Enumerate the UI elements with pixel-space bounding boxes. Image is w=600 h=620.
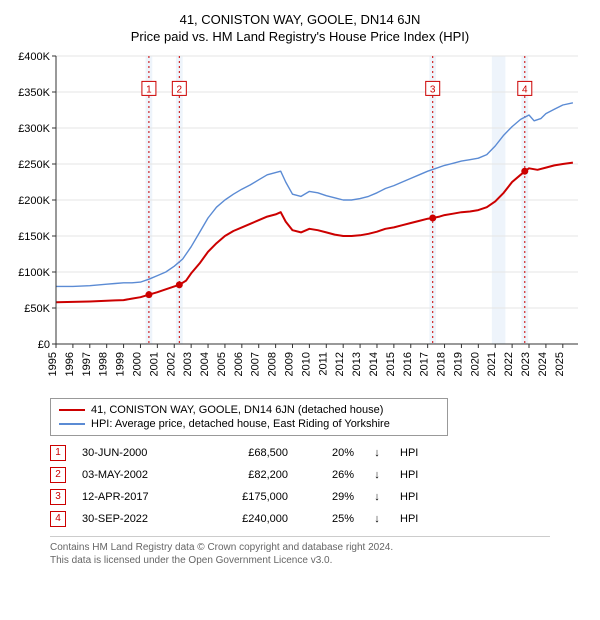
sale-marker: 4 bbox=[50, 511, 66, 527]
svg-text:2000: 2000 bbox=[131, 352, 143, 376]
svg-text:2006: 2006 bbox=[233, 352, 245, 376]
title-address: 41, CONISTON WAY, GOOLE, DN14 6JN bbox=[10, 12, 590, 27]
svg-text:1999: 1999 bbox=[115, 352, 127, 376]
sale-hpi-label: HPI bbox=[400, 513, 430, 525]
legend-label: HPI: Average price, detached house, East… bbox=[91, 418, 390, 430]
svg-text:2023: 2023 bbox=[520, 352, 532, 376]
chart-svg: £0 £50K £100K £150K £200K £250K £300K £350K £400… bbox=[10, 50, 590, 390]
sales-row: 2 03-MAY-2002 £82,200 26% ↓ HPI bbox=[50, 464, 590, 486]
svg-text:1997: 1997 bbox=[81, 352, 93, 376]
svg-text:2019: 2019 bbox=[452, 352, 464, 376]
legend-item: 41, CONISTON WAY, GOOLE, DN14 6JN (detac… bbox=[59, 403, 439, 417]
svg-text:2008: 2008 bbox=[267, 352, 279, 376]
sale-date: 30-SEP-2022 bbox=[82, 513, 192, 525]
sales-row: 3 12-APR-2017 £175,000 29% ↓ HPI bbox=[50, 486, 590, 508]
sale-pct: 20% bbox=[304, 447, 354, 459]
chart: £0 £50K £100K £150K £200K £250K £300K £350K £400… bbox=[10, 50, 590, 390]
svg-text:2011: 2011 bbox=[317, 352, 329, 376]
svg-text:£100K: £100K bbox=[18, 267, 50, 279]
svg-text:£350K: £350K bbox=[18, 87, 50, 99]
sales-table: 1 30-JUN-2000 £68,500 20% ↓ HPI 2 03-MAY-2002 £8… bbox=[50, 442, 590, 530]
attribution: Contains HM Land Registry data © Crown c… bbox=[50, 541, 590, 567]
down-arrow-icon: ↓ bbox=[370, 469, 384, 481]
svg-text:1: 1 bbox=[146, 84, 152, 95]
svg-text:2010: 2010 bbox=[300, 352, 312, 376]
sale-date: 30-JUN-2000 bbox=[82, 447, 192, 459]
sale-pct: 25% bbox=[304, 513, 354, 525]
svg-text:£400K: £400K bbox=[18, 51, 50, 63]
svg-text:2024: 2024 bbox=[537, 352, 549, 376]
sale-pct: 26% bbox=[304, 469, 354, 481]
svg-text:3: 3 bbox=[430, 84, 436, 95]
svg-text:2: 2 bbox=[177, 84, 183, 95]
attribution-line1: Contains HM Land Registry data © Crown c… bbox=[50, 541, 590, 554]
down-arrow-icon: ↓ bbox=[370, 447, 384, 459]
svg-text:2014: 2014 bbox=[368, 352, 380, 376]
svg-text:1995: 1995 bbox=[47, 352, 59, 376]
sales-row: 1 30-JUN-2000 £68,500 20% ↓ HPI bbox=[50, 442, 590, 464]
svg-text:2022: 2022 bbox=[503, 352, 515, 376]
sale-price: £68,500 bbox=[208, 447, 288, 459]
svg-text:1996: 1996 bbox=[64, 352, 76, 376]
svg-text:2025: 2025 bbox=[554, 352, 566, 376]
svg-text:2020: 2020 bbox=[469, 352, 481, 376]
sale-marker: 1 bbox=[50, 445, 66, 461]
svg-text:2001: 2001 bbox=[148, 352, 160, 376]
sale-hpi-label: HPI bbox=[400, 491, 430, 503]
attribution-line2: This data is licensed under the Open Gov… bbox=[50, 554, 590, 567]
legend-swatch bbox=[59, 423, 85, 424]
svg-text:2018: 2018 bbox=[436, 352, 448, 376]
svg-text:2002: 2002 bbox=[165, 352, 177, 376]
svg-text:2007: 2007 bbox=[250, 352, 262, 376]
sale-marker: 3 bbox=[50, 489, 66, 505]
svg-text:2005: 2005 bbox=[216, 352, 228, 376]
sale-marker: 2 bbox=[50, 467, 66, 483]
sale-hpi-label: HPI bbox=[400, 447, 430, 459]
svg-text:2004: 2004 bbox=[199, 352, 211, 376]
legend-label: 41, CONISTON WAY, GOOLE, DN14 6JN (detac… bbox=[91, 404, 383, 416]
separator bbox=[50, 536, 550, 537]
legend-swatch bbox=[59, 409, 85, 411]
svg-text:1998: 1998 bbox=[98, 352, 110, 376]
svg-text:2015: 2015 bbox=[385, 352, 397, 376]
sale-price: £240,000 bbox=[208, 513, 288, 525]
svg-text:2013: 2013 bbox=[351, 352, 363, 376]
sale-pct: 29% bbox=[304, 491, 354, 503]
legend-item: HPI: Average price, detached house, East… bbox=[59, 417, 439, 431]
sale-date: 03-MAY-2002 bbox=[82, 469, 192, 481]
legend: 41, CONISTON WAY, GOOLE, DN14 6JN (detac… bbox=[50, 398, 448, 436]
svg-text:£50K: £50K bbox=[24, 303, 50, 315]
sale-price: £175,000 bbox=[208, 491, 288, 503]
sales-row: 4 30-SEP-2022 £240,000 25% ↓ HPI bbox=[50, 508, 590, 530]
svg-text:2009: 2009 bbox=[284, 352, 296, 376]
svg-text:2021: 2021 bbox=[486, 352, 498, 376]
svg-text:4: 4 bbox=[522, 84, 528, 95]
sale-hpi-label: HPI bbox=[400, 469, 430, 481]
svg-text:2016: 2016 bbox=[402, 352, 414, 376]
title-subtitle: Price paid vs. HM Land Registry's House … bbox=[10, 29, 590, 44]
svg-text:£0: £0 bbox=[38, 339, 50, 351]
svg-text:2003: 2003 bbox=[182, 352, 194, 376]
sale-date: 12-APR-2017 bbox=[82, 491, 192, 503]
svg-text:£150K: £150K bbox=[18, 231, 50, 243]
svg-text:2017: 2017 bbox=[419, 352, 431, 376]
down-arrow-icon: ↓ bbox=[370, 513, 384, 525]
svg-text:£250K: £250K bbox=[18, 159, 50, 171]
svg-text:£300K: £300K bbox=[18, 123, 50, 135]
svg-text:£200K: £200K bbox=[18, 195, 50, 207]
svg-text:2012: 2012 bbox=[334, 352, 346, 376]
sale-price: £82,200 bbox=[208, 469, 288, 481]
down-arrow-icon: ↓ bbox=[370, 491, 384, 503]
